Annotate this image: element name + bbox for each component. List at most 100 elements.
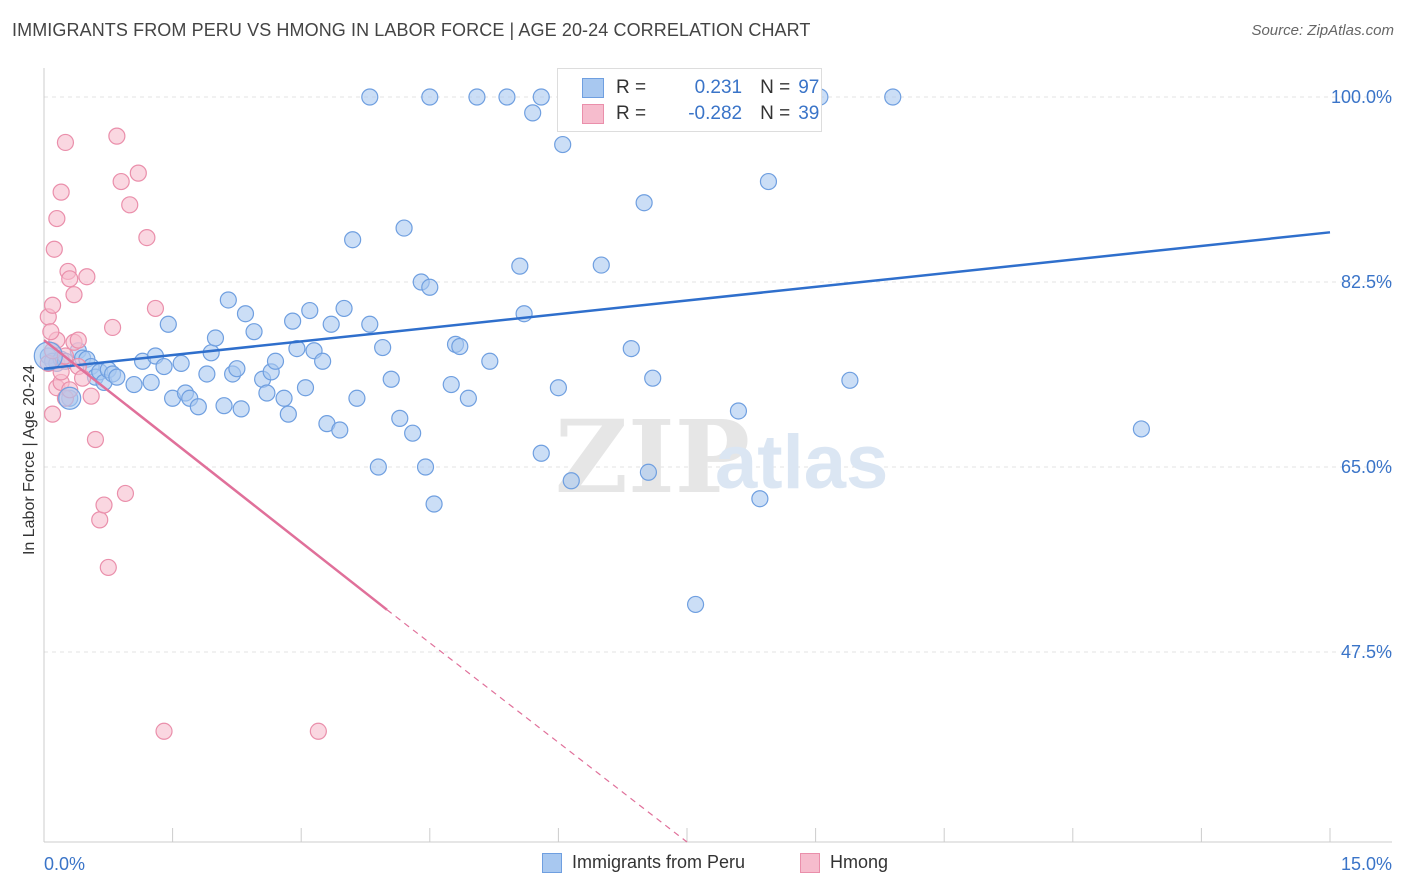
- data-point-peru: [442, 375, 460, 394]
- data-point-peru: [155, 357, 173, 376]
- data-point-peru: [258, 384, 276, 402]
- data-point-peru: [562, 472, 580, 490]
- data-point-peru: [751, 490, 769, 508]
- data-point-hmong: [155, 722, 173, 740]
- legend-label-peru: Immigrants from Peru: [572, 852, 746, 872]
- chart-title: IMMIGRANTS FROM PERU VS HMONG IN LABOR F…: [12, 20, 811, 40]
- data-point-hmong: [86, 430, 105, 449]
- data-point-peru: [554, 135, 572, 154]
- stats-row-peru: R = 0.231 N = 97: [582, 75, 819, 101]
- data-point-peru: [142, 373, 160, 392]
- data-point-peru: [322, 315, 340, 333]
- data-point-hmong: [61, 270, 79, 288]
- data-point-peru: [644, 369, 662, 387]
- data-point-peru: [686, 595, 705, 614]
- data-point-peru: [425, 495, 443, 513]
- data-point-hmong: [99, 558, 117, 577]
- data-point-peru: [511, 257, 529, 275]
- data-point-peru: [1132, 420, 1150, 438]
- data-point-peru: [198, 365, 216, 383]
- data-point-peru: [532, 88, 550, 106]
- legend-swatch-hmong: [800, 852, 820, 873]
- data-point-hmong: [82, 387, 100, 405]
- stats-n-label: N =: [760, 77, 791, 98]
- y-tick-label: 47.5%: [1341, 642, 1392, 662]
- data-point-hmong: [48, 209, 66, 228]
- data-point-peru: [279, 405, 297, 423]
- stats-row-hmong: R = -0.282 N = 39: [582, 101, 819, 127]
- data-point-peru: [172, 354, 190, 372]
- data-point-peru: [421, 278, 439, 296]
- data-point-peru: [219, 291, 237, 309]
- data-point-hmong: [116, 484, 135, 503]
- data-point-hmong: [108, 127, 126, 145]
- data-point-peru: [729, 402, 748, 420]
- stats-swatch-peru: [582, 78, 604, 98]
- data-point-peru: [288, 340, 306, 358]
- stats-r-value: 0.231: [694, 77, 743, 98]
- data-point-peru: [33, 341, 63, 371]
- data-point-peru: [236, 305, 255, 323]
- data-point-peru: [549, 379, 568, 397]
- watermark-atlas: atlas: [715, 420, 888, 505]
- stats-n-label: N =: [760, 103, 791, 124]
- data-point-hmong: [309, 722, 327, 740]
- y-tick-label: 82.5%: [1341, 272, 1392, 292]
- x-tick-label: 15.0%: [1341, 854, 1392, 874]
- legend-swatch-peru: [542, 852, 562, 873]
- data-point-peru: [232, 400, 250, 418]
- legend-item-hmong: Hmong: [800, 852, 888, 873]
- data-point-hmong: [56, 133, 75, 152]
- data-point-peru: [245, 323, 263, 341]
- data-point-hmong: [91, 511, 109, 529]
- data-point-peru: [125, 375, 143, 394]
- data-point-peru: [841, 371, 859, 389]
- data-point-hmong: [65, 286, 83, 304]
- data-point-peru: [159, 315, 177, 333]
- data-point-peru: [639, 463, 658, 481]
- data-point-peru: [284, 312, 302, 330]
- data-point-peru: [635, 194, 653, 212]
- stats-r-label: R =: [616, 77, 647, 98]
- stats-r-value: -0.282: [688, 103, 743, 124]
- data-point-peru: [416, 458, 435, 476]
- trend-line-peru: [43, 231, 1331, 370]
- data-point-peru: [382, 370, 400, 388]
- y-tick-label: 65.0%: [1341, 457, 1392, 477]
- data-point-hmong: [95, 496, 113, 514]
- data-point-peru: [301, 301, 319, 320]
- data-point-peru: [348, 389, 366, 407]
- data-point-peru: [215, 397, 233, 415]
- stats-r-label: R =: [616, 103, 647, 124]
- data-point-hmong: [138, 229, 156, 247]
- data-point-peru: [361, 315, 379, 333]
- data-point-hmong: [69, 331, 87, 349]
- data-point-peru: [344, 231, 362, 249]
- data-point-peru: [108, 368, 126, 386]
- data-point-hmong: [103, 318, 122, 337]
- x-tick-label: 0.0%: [44, 854, 85, 874]
- data-point-hmong: [112, 172, 130, 191]
- stats-swatch-hmong: [582, 104, 604, 124]
- data-point-peru: [524, 104, 542, 122]
- data-point-peru: [361, 88, 379, 106]
- data-point-peru: [459, 389, 477, 407]
- data-point-peru: [391, 409, 409, 427]
- data-point-peru: [266, 352, 285, 370]
- data-point-peru: [592, 256, 610, 274]
- chart-source: Source: ZipAtlas.com: [1251, 22, 1394, 39]
- data-point-peru: [202, 344, 220, 362]
- data-point-hmong: [52, 183, 70, 201]
- data-point-peru: [451, 337, 469, 356]
- data-point-peru: [296, 379, 315, 397]
- data-point-peru: [374, 338, 392, 357]
- trend-line-hmong-extrapolated: [386, 609, 688, 843]
- data-point-peru: [314, 352, 332, 370]
- data-point-peru: [759, 172, 778, 191]
- data-point-peru: [275, 389, 293, 407]
- trend-line-hmong: [43, 339, 388, 611]
- data-point-hmong: [146, 299, 165, 318]
- data-point-peru: [206, 329, 225, 347]
- data-point-peru: [622, 340, 640, 358]
